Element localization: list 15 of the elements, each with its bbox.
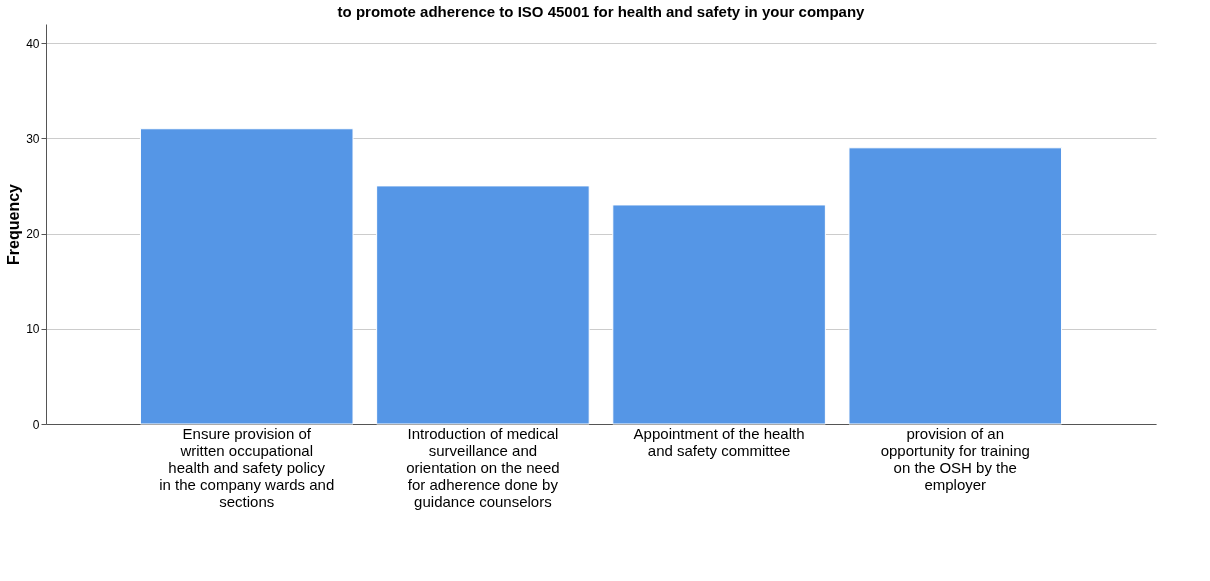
bar (376, 185, 590, 425)
x-tick-label: Introduction of medical surveillance and orientation on the need for adherence done by guidance counselors (406, 424, 560, 510)
y-tick-label: 0 (32, 417, 40, 432)
x-tick-label: provision of an opportunity for training on the OSH by the employer (880, 424, 1030, 493)
x-tick-label: Ensure provision of written occupational health and safety policy in the company wards and sections (159, 424, 335, 510)
bar (848, 147, 1063, 425)
y-tick-label: 30 (26, 131, 40, 146)
y-tick-label: 40 (26, 36, 40, 51)
bar (139, 128, 354, 425)
y-tick-label: 10 (26, 322, 40, 337)
bar (612, 204, 826, 425)
x-tick-label: Appointment of the health and safety committee (633, 424, 805, 459)
chart-title: to promote adherence to ISO 45001 for health and safety in your company (337, 3, 866, 20)
y-axis-title: Frequency (5, 183, 23, 265)
y-tick-label: 20 (26, 227, 40, 242)
